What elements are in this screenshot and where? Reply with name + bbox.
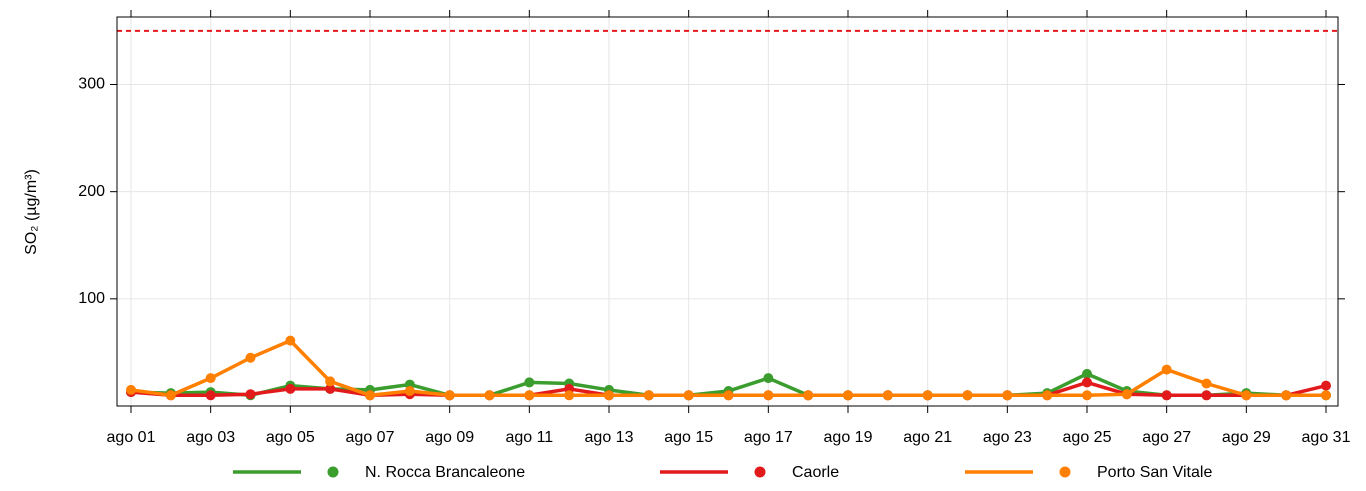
data-point	[285, 383, 296, 394]
data-point	[763, 373, 774, 384]
x-tick-label: ago 09	[425, 429, 474, 446]
data-point	[1161, 390, 1172, 401]
x-tick-label: ago 07	[346, 429, 395, 446]
x-tick-label: ago 05	[266, 429, 315, 446]
legend-marker	[754, 466, 766, 478]
data-point	[1281, 390, 1292, 401]
legend-label: N. Rocca Brancaleone	[365, 464, 525, 481]
data-point	[205, 373, 216, 384]
data-point	[1201, 390, 1212, 401]
data-point	[803, 390, 814, 401]
data-point	[285, 335, 296, 346]
legend-marker	[327, 466, 339, 478]
legend-label: Caorle	[792, 464, 839, 481]
data-point	[723, 390, 734, 401]
x-tick-label: ago 25	[1063, 429, 1112, 446]
data-point	[1321, 380, 1331, 391]
x-tick-label: ago 11	[505, 429, 553, 446]
x-tick-label: ago 23	[983, 429, 1032, 446]
x-tick-label: ago 15	[664, 429, 713, 446]
data-point	[1042, 390, 1053, 401]
data-point	[922, 390, 933, 401]
data-point	[1121, 389, 1132, 400]
data-point	[245, 389, 256, 400]
x-tick-label: ago 29	[1222, 429, 1271, 446]
data-point	[1002, 390, 1013, 401]
y-axis-label: SO₂ (µg/m³)	[23, 169, 40, 255]
data-point	[1241, 390, 1252, 401]
legend-marker	[1059, 466, 1071, 478]
data-point	[524, 390, 535, 401]
data-point	[325, 383, 336, 394]
data-point	[882, 390, 893, 401]
data-point	[444, 390, 455, 401]
data-point	[604, 390, 614, 401]
y-tick-label: 100	[78, 290, 105, 307]
data-point	[1321, 390, 1331, 401]
data-point	[643, 390, 654, 401]
data-point	[245, 352, 256, 363]
x-tick-label: ago 17	[744, 429, 793, 446]
x-tick-label: ago 13	[585, 429, 634, 446]
x-tick-label: ago 21	[903, 429, 952, 446]
plot-frame	[116, 16, 1339, 407]
data-point	[564, 390, 575, 401]
legend-label: Porto San Vitale	[1097, 464, 1212, 481]
data-point	[126, 384, 136, 395]
data-point	[524, 377, 535, 388]
data-point	[683, 390, 694, 401]
data-point	[205, 390, 216, 401]
x-tick-label: ago 01	[107, 429, 156, 446]
data-point	[1082, 377, 1092, 388]
data-point	[1082, 390, 1092, 401]
data-point	[843, 390, 853, 401]
x-tick-label: ago 27	[1142, 429, 1191, 446]
x-tick-label: ago 03	[186, 429, 235, 446]
x-tick-label: ago 31	[1302, 429, 1351, 446]
data-point	[484, 390, 495, 401]
data-point	[165, 390, 176, 401]
y-tick-label: 300	[78, 76, 105, 93]
data-point	[404, 385, 415, 396]
data-point	[325, 376, 336, 387]
data-point	[1161, 364, 1172, 375]
y-tick-label: 200	[78, 183, 105, 200]
data-point	[365, 390, 375, 401]
data-point	[962, 390, 973, 401]
data-point	[763, 390, 774, 401]
x-tick-label: ago 19	[824, 429, 873, 446]
data-point	[1201, 378, 1212, 389]
data-point	[1082, 368, 1092, 379]
